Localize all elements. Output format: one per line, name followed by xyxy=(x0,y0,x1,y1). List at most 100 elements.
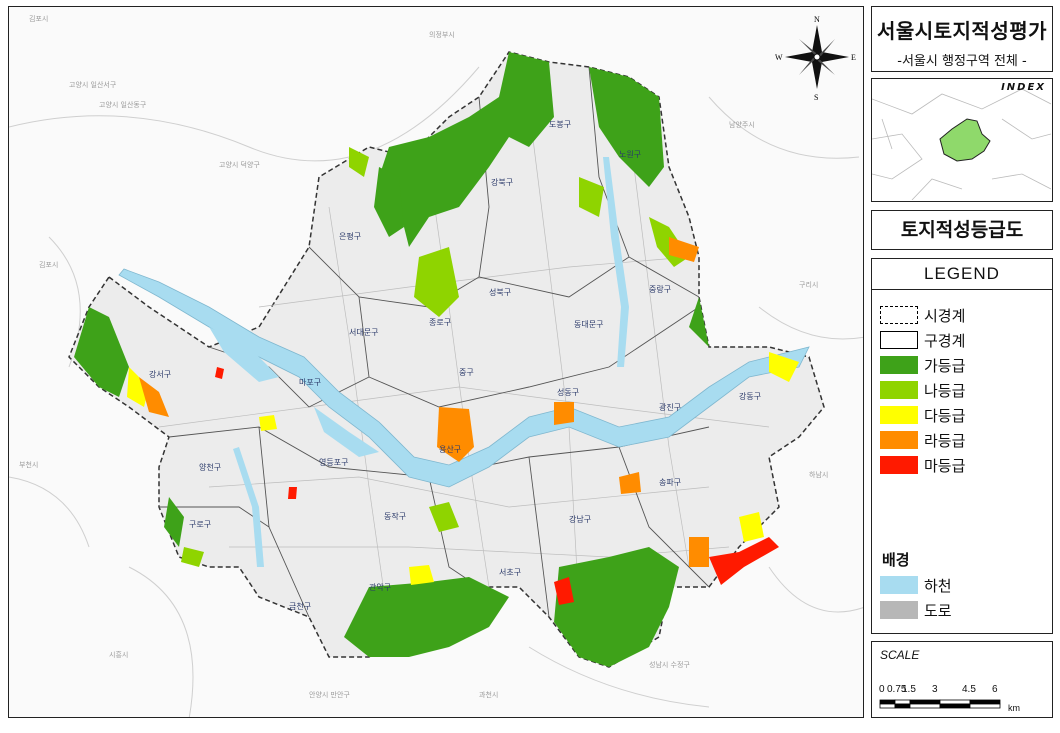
scale-panel: SCALE 0 0.75 1.5 3 4.5 6 km xyxy=(871,641,1053,718)
legend-panel: LEGEND 시경계 구경계 가등급 나등급 다등급 라등급 마등급 배경 하천… xyxy=(871,258,1053,634)
district-label: 종로구 xyxy=(429,318,451,327)
district-label: 영등포구 xyxy=(319,457,348,467)
road-swatch xyxy=(880,601,918,619)
city-boundary-swatch xyxy=(880,306,918,324)
river-inlet xyxy=(209,327,279,382)
legend-label: 구경계 xyxy=(924,331,966,350)
district-label: 광진구 xyxy=(659,402,681,412)
index-label: INDEX xyxy=(1001,82,1046,93)
svg-text:시흥시: 시흥시 xyxy=(109,650,128,659)
grade-e-swatch xyxy=(880,456,918,474)
grade-c-areas xyxy=(127,352,799,585)
compass-w: W xyxy=(775,53,783,62)
scale-unit: km xyxy=(1008,703,1020,713)
outside-place-labels: 김포시 고양시 일산서구 고양시 일산동구 고양시 덕양구 의정부시 남양주시 … xyxy=(19,15,828,699)
district-label: 성북구 xyxy=(489,288,511,297)
legend-item-road: 도로 xyxy=(880,600,952,620)
legend-item-grade-d: 라등급 xyxy=(880,430,965,450)
map-title: 토지적성등급도 xyxy=(900,219,1024,241)
legend-label: 가등급 xyxy=(924,356,966,375)
scale-tick-label: 0 xyxy=(879,684,885,695)
district-label: 금천구 xyxy=(289,601,311,611)
district-label: 성동구 xyxy=(557,388,579,397)
district-label: 서대문구 xyxy=(349,328,378,337)
scale-segment xyxy=(909,699,941,705)
district-label: 송파구 xyxy=(659,478,681,487)
district-label: 은평구 xyxy=(339,231,361,241)
index-map-panel: INDEX xyxy=(871,78,1053,202)
outer-region-boundaries xyxy=(9,66,863,717)
legend-header: LEGEND xyxy=(872,259,1052,290)
district-label: 동대문구 xyxy=(574,320,603,329)
district-label: 강서구 xyxy=(149,369,171,379)
han-river xyxy=(118,268,810,488)
scale-tick-label: 0.75 xyxy=(887,684,907,695)
svg-text:고양시 일산동구: 고양시 일산동구 xyxy=(99,100,147,109)
district-label: 강북구 xyxy=(491,177,513,187)
index-seoul-highlight xyxy=(939,118,991,162)
svg-text:구리시: 구리시 xyxy=(799,280,818,289)
background-title: 배경 xyxy=(882,551,910,569)
district-label: 용산구 xyxy=(439,444,461,454)
legend-label: 라등급 xyxy=(924,431,966,450)
svg-text:성남시 수정구: 성남시 수정구 xyxy=(649,660,690,669)
legend-label: 하천 xyxy=(924,576,952,595)
svg-text:안양시 만안구: 안양시 만안구 xyxy=(309,690,350,699)
scale-tick-label: 6 xyxy=(992,684,998,695)
legend-item-river: 하천 xyxy=(880,575,952,595)
legend-item-district-boundary: 구경계 xyxy=(880,330,965,350)
district-label: 중구 xyxy=(459,368,474,377)
compass-rose: N S E W xyxy=(775,15,856,102)
scale-segment xyxy=(969,699,1001,705)
scale-segment xyxy=(879,703,896,709)
svg-text:의정부시: 의정부시 xyxy=(429,30,455,39)
district-label: 강동구 xyxy=(739,391,761,401)
legend-label: 다등급 xyxy=(924,406,966,425)
road-network xyxy=(158,106,770,628)
scale-segment xyxy=(894,703,911,709)
district-label: 서초구 xyxy=(499,568,521,577)
scale-label: SCALE xyxy=(880,648,920,662)
yeouido-island xyxy=(314,407,379,457)
scale-segment xyxy=(894,699,911,705)
district-label: 노원구 xyxy=(619,150,641,159)
grade-d-swatch xyxy=(880,431,918,449)
svg-text:김포시: 김포시 xyxy=(39,261,58,269)
anyang-stream xyxy=(233,447,264,567)
grade-a-areas xyxy=(74,52,709,667)
grade-d-areas xyxy=(139,237,709,567)
district-label: 구로구 xyxy=(189,520,211,529)
legend-item-grade-c: 다등급 xyxy=(880,405,965,425)
legend-item-grade-b: 나등급 xyxy=(880,380,965,400)
svg-text:고양시 일산서구: 고양시 일산서구 xyxy=(69,80,117,89)
svg-text:부천시: 부천시 xyxy=(19,460,38,469)
scale-tick-label: 1.5 xyxy=(902,684,916,695)
legend-label: 나등급 xyxy=(924,381,966,400)
scale-segment xyxy=(879,699,896,705)
legend-item-grade-e: 마등급 xyxy=(880,455,965,475)
river-swatch xyxy=(880,576,918,594)
legend-label: 시경계 xyxy=(924,306,966,325)
compass-s: S xyxy=(814,93,818,102)
district-label: 중랑구 xyxy=(649,284,671,294)
district-label: 강남구 xyxy=(569,514,591,524)
district-label: 도봉구 xyxy=(549,120,571,129)
scale-segment xyxy=(939,703,971,709)
district-label: 동작구 xyxy=(384,511,406,521)
grade-b-swatch xyxy=(880,381,918,399)
grade-c-swatch xyxy=(880,406,918,424)
grade-a-swatch xyxy=(880,356,918,374)
scale-bar xyxy=(879,699,1001,709)
svg-text:고양시 덕양구: 고양시 덕양구 xyxy=(219,160,260,169)
title-panel: 서울시토지적성평가 -서울시 행정구역 전체 - xyxy=(871,6,1053,72)
scale-tick-label: 4.5 xyxy=(962,684,976,695)
grade-e-areas xyxy=(215,367,779,605)
compass-n: N xyxy=(814,15,820,24)
svg-text:과천시: 과천시 xyxy=(479,690,498,699)
legend-label: 마등급 xyxy=(924,456,966,475)
district-label: 마포구 xyxy=(299,378,321,387)
page-title: 서울시토지적성평가 xyxy=(876,19,1048,43)
district-label: 관악구 xyxy=(369,582,391,592)
